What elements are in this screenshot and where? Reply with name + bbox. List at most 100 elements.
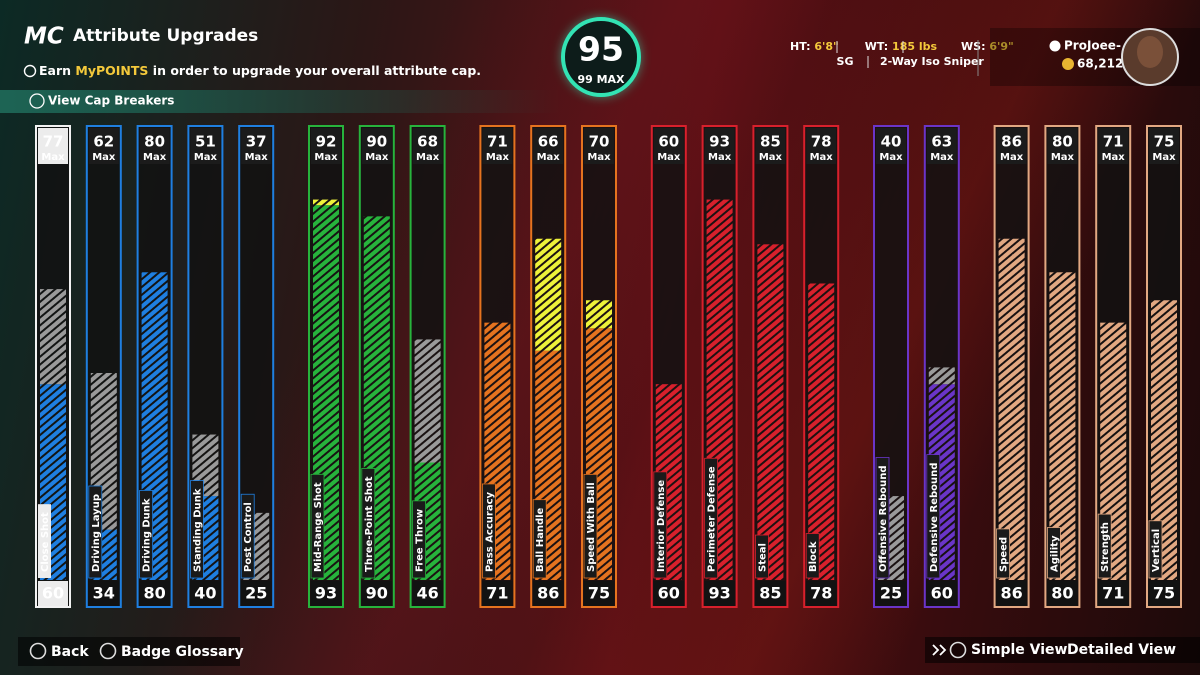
label-tab <box>926 454 941 579</box>
logo: MC <box>24 24 64 50</box>
badge-glossary-button[interactable]: Badge Glossary <box>121 644 244 660</box>
current-box <box>1098 581 1129 606</box>
label-tab <box>412 500 427 579</box>
label-tab <box>805 533 820 579</box>
label-tab <box>653 471 668 579</box>
max-label: Max <box>245 152 269 163</box>
max-label: Max <box>810 152 834 163</box>
attribute-name: Three-Point Shot <box>364 476 375 572</box>
max-value: 77 <box>43 133 64 151</box>
label-tab <box>996 528 1010 579</box>
max-label: Max <box>365 152 389 163</box>
label-tab <box>240 493 255 579</box>
max-box <box>533 128 564 164</box>
current-box <box>361 581 392 606</box>
max-box <box>1149 128 1179 164</box>
info-highlight: MyPOINTS <box>75 63 148 78</box>
max-box <box>806 128 837 164</box>
label-tab <box>361 468 376 579</box>
attribute-name: Strength <box>1100 522 1111 572</box>
current-value: 75 <box>1153 584 1175 603</box>
label-tab <box>755 534 769 579</box>
max-label: Max <box>1152 152 1176 163</box>
max-value: 63 <box>931 133 952 151</box>
max-value: 80 <box>1052 133 1073 151</box>
current-box <box>139 581 170 606</box>
current-value: 60 <box>931 584 953 603</box>
cap-room <box>40 289 66 385</box>
attribute-name: Agility <box>1049 535 1060 572</box>
current-box <box>876 581 906 606</box>
current-box <box>1149 581 1179 606</box>
current-value: 93 <box>708 584 730 603</box>
current-value: 34 <box>93 584 115 603</box>
current-box <box>533 581 564 606</box>
attribute-name: Free Throw <box>415 509 426 572</box>
max-box <box>876 128 906 164</box>
current-box <box>412 581 443 606</box>
label-tab <box>88 485 103 579</box>
cap-breakers-icon[interactable] <box>29 93 45 109</box>
player-name: ProJoee- <box>1064 39 1121 53</box>
max-value: 93 <box>709 133 730 151</box>
current-box <box>755 581 786 606</box>
back-button[interactable]: Back <box>51 644 89 660</box>
current-box <box>926 581 957 606</box>
label-tab <box>1047 527 1061 579</box>
max-label: Max <box>143 152 167 163</box>
cap-value: 99 <box>577 73 592 86</box>
current-value: 60 <box>658 584 680 603</box>
max-label: Max <box>930 152 954 163</box>
max-label: Max <box>92 152 116 163</box>
max-label: Max <box>759 152 783 163</box>
max-box <box>704 128 735 164</box>
attribute-name: Interior Defense <box>656 480 667 572</box>
max-label: Max <box>486 152 510 163</box>
attribute-name: Ball Handle <box>535 507 546 572</box>
max-box <box>584 128 614 164</box>
label-tab <box>532 499 547 579</box>
current-box <box>88 581 119 606</box>
max-label: Max <box>879 152 903 163</box>
vc-balance: 68,212 <box>1077 57 1123 71</box>
max-value: 85 <box>760 133 781 151</box>
attribute-name: Speed With Ball <box>586 482 597 572</box>
max-value: 71 <box>1103 133 1124 151</box>
attribute-name: Block <box>808 541 819 572</box>
max-label: Max <box>1051 152 1075 163</box>
ws: 6'9" <box>989 40 1013 53</box>
simple-view-button[interactable]: Simple View <box>971 642 1068 658</box>
max-label: Max <box>1000 152 1024 163</box>
wt: 185 lbs <box>892 40 937 53</box>
current-value: 78 <box>810 584 832 603</box>
attribute-name: Standing Dunk <box>192 488 203 572</box>
current-value: 40 <box>194 584 216 603</box>
current-value: 60 <box>42 584 64 603</box>
detailed-view-button[interactable]: Detailed View <box>1067 642 1176 658</box>
attribute-fill <box>998 238 1025 580</box>
cap-breakers-link[interactable]: View Cap Breakers <box>48 94 174 108</box>
